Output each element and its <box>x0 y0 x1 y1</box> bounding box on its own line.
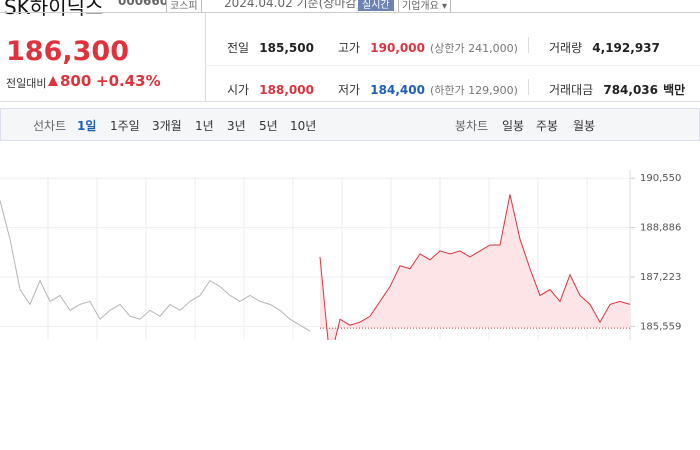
stat-label: 저가 <box>338 83 361 97</box>
y-tick-label: 185,559 <box>640 321 681 332</box>
stat-value: 185,500 <box>259 41 314 55</box>
stat-value: 184,400 <box>370 83 425 97</box>
tab[interactable]: 월봉 <box>573 119 596 133</box>
stat-label: 거래대금 <box>549 83 594 97</box>
date: 2024.04.02 기준(장마감) <box>224 0 362 10</box>
y-tick-label: 190,550 <box>640 173 681 184</box>
y-tick-label: 187,223 <box>640 272 681 283</box>
stat-label: 시가 <box>227 83 250 97</box>
divider <box>0 12 700 13</box>
change-value: 800 <box>60 72 92 90</box>
tab[interactable]: 일봉 <box>502 119 525 133</box>
stat: 거래대금 784,036 백만 <box>549 79 685 98</box>
stock-name: SK하이닉스 <box>4 0 104 19</box>
stat-label: 전일 <box>227 41 250 55</box>
stat-label: 거래량 <box>549 41 583 55</box>
tab-bar <box>0 108 700 141</box>
tab[interactable]: 10년 <box>290 119 317 133</box>
stat-note: (상한가 241,000) <box>430 42 518 55</box>
tab[interactable]: 3개월 <box>152 119 182 133</box>
tab[interactable]: 1년 <box>195 119 214 133</box>
plot <box>0 194 631 340</box>
line <box>319 194 631 340</box>
divider <box>205 13 206 101</box>
stat: 저가 184,400 (하한가 129,900) <box>338 79 518 98</box>
realtime-badge[interactable]: 실시간 <box>358 0 394 11</box>
chart: 185,559 187,223 188,886 190,550 <box>0 170 681 340</box>
stock-code: 000660 <box>118 0 169 8</box>
divider <box>205 65 700 66</box>
current-price: 186,300 <box>6 36 129 67</box>
tab[interactable]: 1주일 <box>110 119 140 133</box>
stat: 거래량 4,192,937 <box>549 37 660 56</box>
stat-label: 고가 <box>338 41 361 55</box>
tab[interactable]: 3년 <box>227 119 246 133</box>
change-rate: +0.43% <box>96 72 161 90</box>
divider <box>528 37 529 53</box>
area <box>320 194 630 340</box>
stat-note: (하한가 129,900) <box>430 84 518 97</box>
overview-label: 기업개요 <box>402 1 439 12</box>
stat: 시가 188,000 <box>227 79 314 98</box>
up-arrow <box>48 76 58 86</box>
stat-value: 784,036 <box>603 83 658 97</box>
stat: 전일 185,500 <box>227 37 314 56</box>
divider <box>528 79 529 95</box>
tab-group-label: 봉차트 <box>455 119 489 133</box>
stat-value: 188,000 <box>259 83 314 97</box>
stat: 고가 190,000 (상한가 241,000) <box>338 37 518 56</box>
stat-note: 백만 <box>663 83 686 97</box>
y-tick-label: 188,886 <box>640 223 681 234</box>
line <box>0 200 311 332</box>
tab-group-label: 선차트 <box>33 119 67 133</box>
change-label: 전일대비 <box>6 77 47 90</box>
stat-value: 190,000 <box>370 41 425 55</box>
tab[interactable]: 5년 <box>259 119 278 133</box>
divider <box>0 101 700 102</box>
stat-value: 4,192,937 <box>592 41 660 55</box>
tab[interactable]: 1일 <box>77 119 97 133</box>
tab[interactable]: 주봉 <box>536 119 559 133</box>
